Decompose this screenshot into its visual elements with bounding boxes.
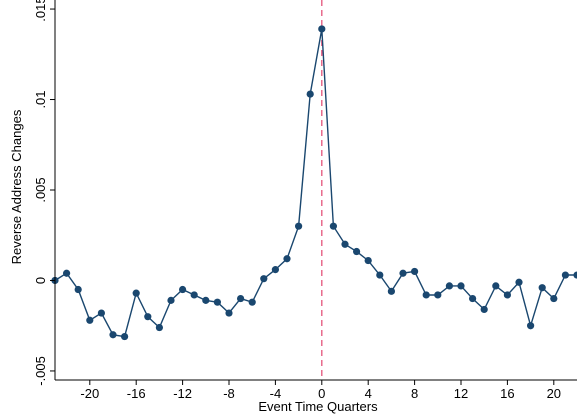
data-point — [97, 309, 105, 317]
data-point — [411, 267, 419, 276]
x-axis: -20 -16 -12 -8 -4 0 4 8 12 16 20 — [55, 379, 577, 401]
data-point — [121, 332, 129, 341]
data-point — [434, 291, 442, 299]
data-point — [538, 284, 546, 292]
x-tick-label: 16 — [500, 386, 514, 401]
data-point — [353, 247, 361, 256]
data-point — [295, 222, 303, 230]
x-tick-label: -16 — [127, 386, 146, 401]
data-point — [167, 296, 175, 304]
data-point — [445, 282, 453, 290]
data-point — [492, 282, 500, 290]
data-point — [248, 298, 256, 306]
data-point — [63, 269, 71, 277]
y-tick-label: .015 — [33, 0, 48, 22]
series-line — [54, 28, 577, 338]
y-axis-title: Reverse Address Changes — [9, 109, 24, 264]
data-point — [237, 294, 245, 303]
data-point — [399, 269, 407, 277]
data-point — [190, 291, 198, 299]
data-point — [86, 316, 94, 324]
y-tick-label: .01 — [33, 90, 48, 108]
data-point — [179, 285, 187, 294]
y-tick-label: 0 — [33, 277, 48, 284]
x-tick-label: 0 — [318, 386, 325, 401]
data-point — [329, 222, 337, 230]
x-axis-title: Event Time Quarters — [258, 399, 378, 414]
x-tick-label: 8 — [411, 386, 418, 401]
data-point — [144, 313, 152, 321]
data-point — [74, 285, 82, 294]
data-point — [480, 305, 488, 314]
data-point — [283, 255, 291, 263]
data-point — [376, 271, 384, 279]
data-point — [550, 294, 558, 303]
data-point — [387, 287, 395, 295]
x-tick-label: 12 — [454, 386, 468, 401]
data-point — [318, 25, 326, 33]
data-point — [527, 322, 535, 330]
data-point — [132, 289, 140, 297]
data-point — [341, 240, 349, 248]
data-point — [469, 294, 477, 303]
data-point — [155, 323, 163, 332]
data-point — [364, 256, 372, 265]
y-tick-label: .005 — [33, 177, 48, 202]
x-tick-label: -8 — [223, 386, 235, 401]
data-point — [271, 266, 279, 274]
data-point — [202, 296, 210, 304]
data-point — [213, 298, 221, 306]
x-tick-label: 4 — [365, 386, 372, 401]
x-tick-label: -4 — [270, 386, 282, 401]
x-tick-label: -12 — [173, 386, 192, 401]
data-point — [260, 275, 268, 283]
y-axis: -.005 0 .005 .01 .015 — [33, 0, 56, 386]
data-point — [561, 271, 570, 279]
data-point — [422, 291, 430, 299]
data-point — [457, 282, 465, 290]
data-point — [306, 90, 314, 98]
x-tick-label: 20 — [547, 386, 561, 401]
data-point — [503, 291, 511, 299]
plot-area — [51, 0, 577, 380]
data-point — [225, 309, 233, 317]
data-point — [515, 278, 523, 286]
x-tick-label: -20 — [80, 386, 99, 401]
data-point — [109, 331, 117, 339]
y-tick-label: -.005 — [33, 356, 48, 386]
data-point — [573, 271, 577, 279]
